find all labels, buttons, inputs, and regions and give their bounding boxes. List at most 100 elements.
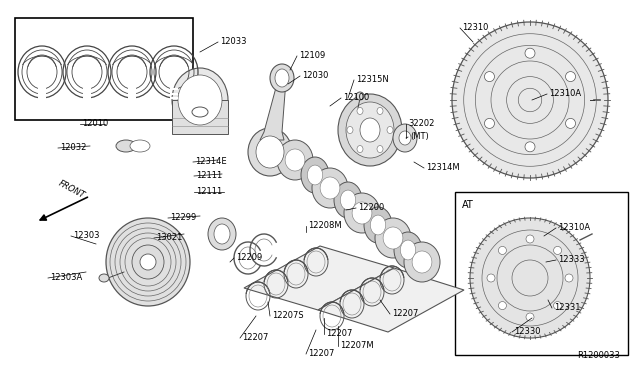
Ellipse shape xyxy=(566,71,575,81)
Ellipse shape xyxy=(399,131,411,145)
Text: AT: AT xyxy=(462,200,474,210)
Polygon shape xyxy=(260,78,286,140)
Ellipse shape xyxy=(172,68,228,132)
Text: 12030: 12030 xyxy=(302,71,328,80)
Text: 12207: 12207 xyxy=(392,310,419,318)
Ellipse shape xyxy=(344,193,380,233)
Ellipse shape xyxy=(352,202,372,224)
Ellipse shape xyxy=(383,227,403,249)
Polygon shape xyxy=(244,246,394,310)
Ellipse shape xyxy=(393,124,417,152)
Text: 12207M: 12207M xyxy=(340,341,374,350)
Ellipse shape xyxy=(307,165,323,185)
Ellipse shape xyxy=(565,274,573,282)
Ellipse shape xyxy=(346,102,394,158)
Ellipse shape xyxy=(356,92,364,100)
Text: 12208M: 12208M xyxy=(308,221,342,231)
Ellipse shape xyxy=(312,168,348,208)
Polygon shape xyxy=(322,184,356,204)
Text: 12100: 12100 xyxy=(343,93,369,103)
Text: 12207: 12207 xyxy=(242,334,268,343)
Ellipse shape xyxy=(484,71,495,81)
Ellipse shape xyxy=(116,140,136,152)
Ellipse shape xyxy=(285,149,305,171)
Ellipse shape xyxy=(214,224,230,244)
Bar xyxy=(172,100,228,134)
Polygon shape xyxy=(385,234,416,254)
Bar xyxy=(455,192,628,355)
Ellipse shape xyxy=(387,126,393,134)
Text: 12310A: 12310A xyxy=(558,224,590,232)
Text: 12314M: 12314M xyxy=(426,164,460,173)
Ellipse shape xyxy=(334,182,362,218)
Ellipse shape xyxy=(248,128,292,176)
Ellipse shape xyxy=(208,218,236,250)
Text: (MT): (MT) xyxy=(410,132,429,141)
Ellipse shape xyxy=(178,75,222,125)
Text: 12333: 12333 xyxy=(558,256,584,264)
Text: R1200033: R1200033 xyxy=(577,351,620,360)
Ellipse shape xyxy=(412,251,432,273)
Text: 32202: 32202 xyxy=(408,119,435,128)
Ellipse shape xyxy=(526,235,534,243)
Ellipse shape xyxy=(357,108,363,115)
Text: 12032: 12032 xyxy=(60,144,86,153)
Ellipse shape xyxy=(525,142,535,152)
Text: 12033: 12033 xyxy=(220,38,246,46)
Ellipse shape xyxy=(404,242,440,282)
Ellipse shape xyxy=(377,145,383,153)
Ellipse shape xyxy=(130,140,150,152)
Polygon shape xyxy=(318,268,464,332)
Ellipse shape xyxy=(554,246,561,254)
Bar xyxy=(15,18,193,120)
Ellipse shape xyxy=(347,126,353,134)
Ellipse shape xyxy=(484,118,495,128)
Ellipse shape xyxy=(140,254,156,270)
Text: 12331: 12331 xyxy=(554,304,580,312)
Ellipse shape xyxy=(377,108,383,115)
Polygon shape xyxy=(370,221,401,242)
Ellipse shape xyxy=(499,302,506,310)
Ellipse shape xyxy=(192,107,208,117)
Ellipse shape xyxy=(525,48,535,58)
Text: 12207S: 12207S xyxy=(272,311,303,321)
Ellipse shape xyxy=(554,302,561,310)
Text: 12314E: 12314E xyxy=(195,157,227,167)
Polygon shape xyxy=(287,156,323,179)
Ellipse shape xyxy=(371,215,386,235)
Ellipse shape xyxy=(375,218,411,258)
Text: 12109: 12109 xyxy=(299,51,325,61)
Ellipse shape xyxy=(394,232,422,268)
Ellipse shape xyxy=(364,207,392,243)
Ellipse shape xyxy=(487,274,495,282)
Text: 12209: 12209 xyxy=(236,253,262,263)
Text: 12299: 12299 xyxy=(170,214,196,222)
Text: 12310: 12310 xyxy=(462,23,488,32)
Text: 12330: 12330 xyxy=(514,327,541,337)
Ellipse shape xyxy=(526,313,534,321)
Text: 12303: 12303 xyxy=(73,231,99,241)
Ellipse shape xyxy=(256,136,284,168)
Ellipse shape xyxy=(400,240,416,260)
Text: 13021: 13021 xyxy=(156,234,182,243)
Ellipse shape xyxy=(320,177,340,199)
Text: FRONT: FRONT xyxy=(57,179,87,200)
Ellipse shape xyxy=(470,218,590,338)
Ellipse shape xyxy=(106,218,190,306)
Ellipse shape xyxy=(338,94,402,166)
Ellipse shape xyxy=(132,245,164,279)
Ellipse shape xyxy=(301,157,329,193)
Text: 12010: 12010 xyxy=(82,119,108,128)
Text: 12207: 12207 xyxy=(308,350,334,359)
Polygon shape xyxy=(400,246,430,266)
Ellipse shape xyxy=(566,118,575,128)
Ellipse shape xyxy=(270,64,294,92)
Ellipse shape xyxy=(360,118,380,142)
Ellipse shape xyxy=(452,22,608,178)
Ellipse shape xyxy=(357,145,363,153)
Polygon shape xyxy=(307,171,338,192)
Text: 12200: 12200 xyxy=(358,203,384,212)
Text: 12303A: 12303A xyxy=(50,273,83,282)
Text: 12111: 12111 xyxy=(196,171,222,180)
Polygon shape xyxy=(354,209,386,229)
